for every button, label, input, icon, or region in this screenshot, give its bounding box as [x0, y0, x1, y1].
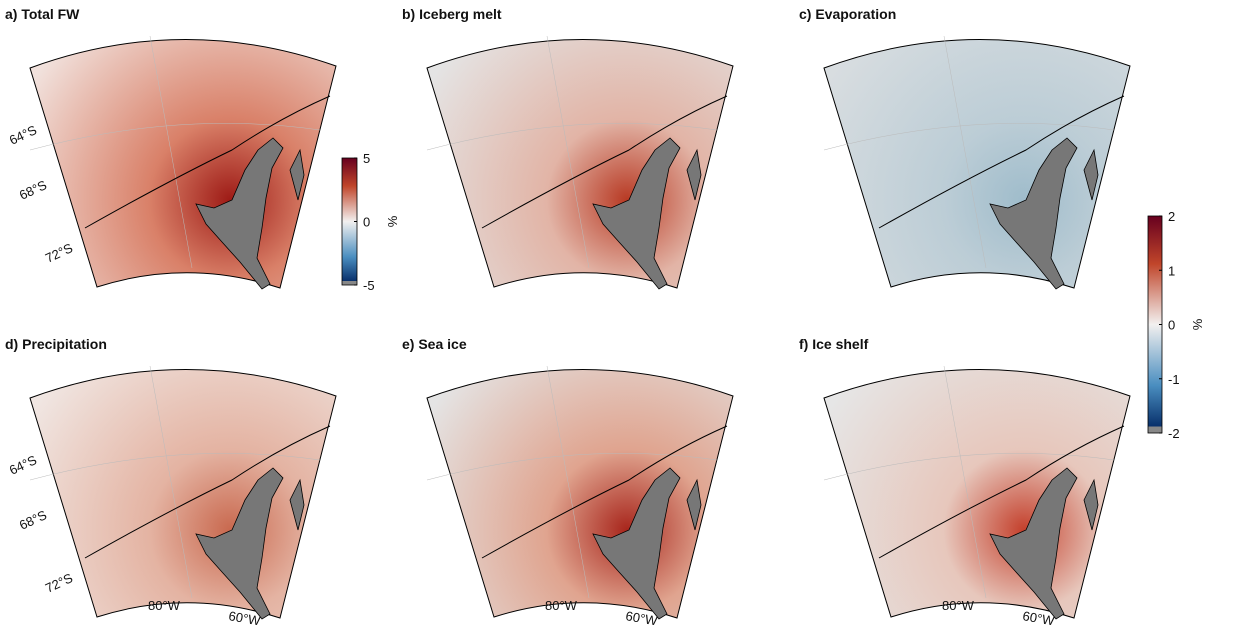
panel-title: f) Ice shelf	[799, 336, 869, 352]
panel-title: d) Precipitation	[5, 336, 107, 352]
map-field	[30, 369, 336, 618]
map-field	[824, 39, 1130, 288]
panel-title: e) Sea ice	[402, 336, 467, 352]
panel-title: c) Evaporation	[799, 6, 896, 22]
panel-title: a) Total FW	[5, 6, 80, 22]
colorbar-label: %	[385, 215, 400, 227]
lon-label: 80°W	[148, 598, 181, 613]
map-field	[427, 369, 733, 618]
colorbar-tick-label: 0	[1168, 318, 1175, 333]
colorbar-label: %	[1190, 318, 1205, 330]
lat-label: 72°S	[43, 240, 75, 266]
colorbar-tick-label: 2	[1168, 209, 1175, 224]
map-field	[30, 39, 336, 288]
lat-label: 72°S	[43, 570, 75, 596]
lon-label: 80°W	[942, 598, 975, 613]
lat-label: 68°S	[17, 177, 49, 203]
colorbar-tick-label: -1	[1168, 372, 1180, 387]
map-panel: a) Total FW 64°S 68°S 72°S	[5, 6, 336, 289]
colorbar-tick-label: -5	[363, 278, 375, 293]
colorbar-tick-label: -2	[1168, 426, 1180, 441]
map-panel: c) Evaporation	[799, 6, 1130, 289]
map-panel: b) Iceberg melt	[402, 6, 733, 289]
panel-title: b) Iceberg melt	[402, 6, 502, 22]
colorbar-tick-label: 1	[1168, 263, 1175, 278]
map-field	[824, 369, 1130, 618]
lon-label: 80°W	[545, 598, 578, 613]
lat-label: 64°S	[7, 122, 39, 148]
lat-label: 64°S	[7, 452, 39, 478]
figure: a) Total FW 64°S 68°S 72°S b) Iceberg melt c)…	[0, 0, 1233, 635]
colorbar-tick-label: 0	[363, 215, 370, 230]
map-field	[427, 39, 733, 288]
lat-label: 68°S	[17, 507, 49, 533]
colorbar-tick-label: 5	[363, 151, 370, 166]
